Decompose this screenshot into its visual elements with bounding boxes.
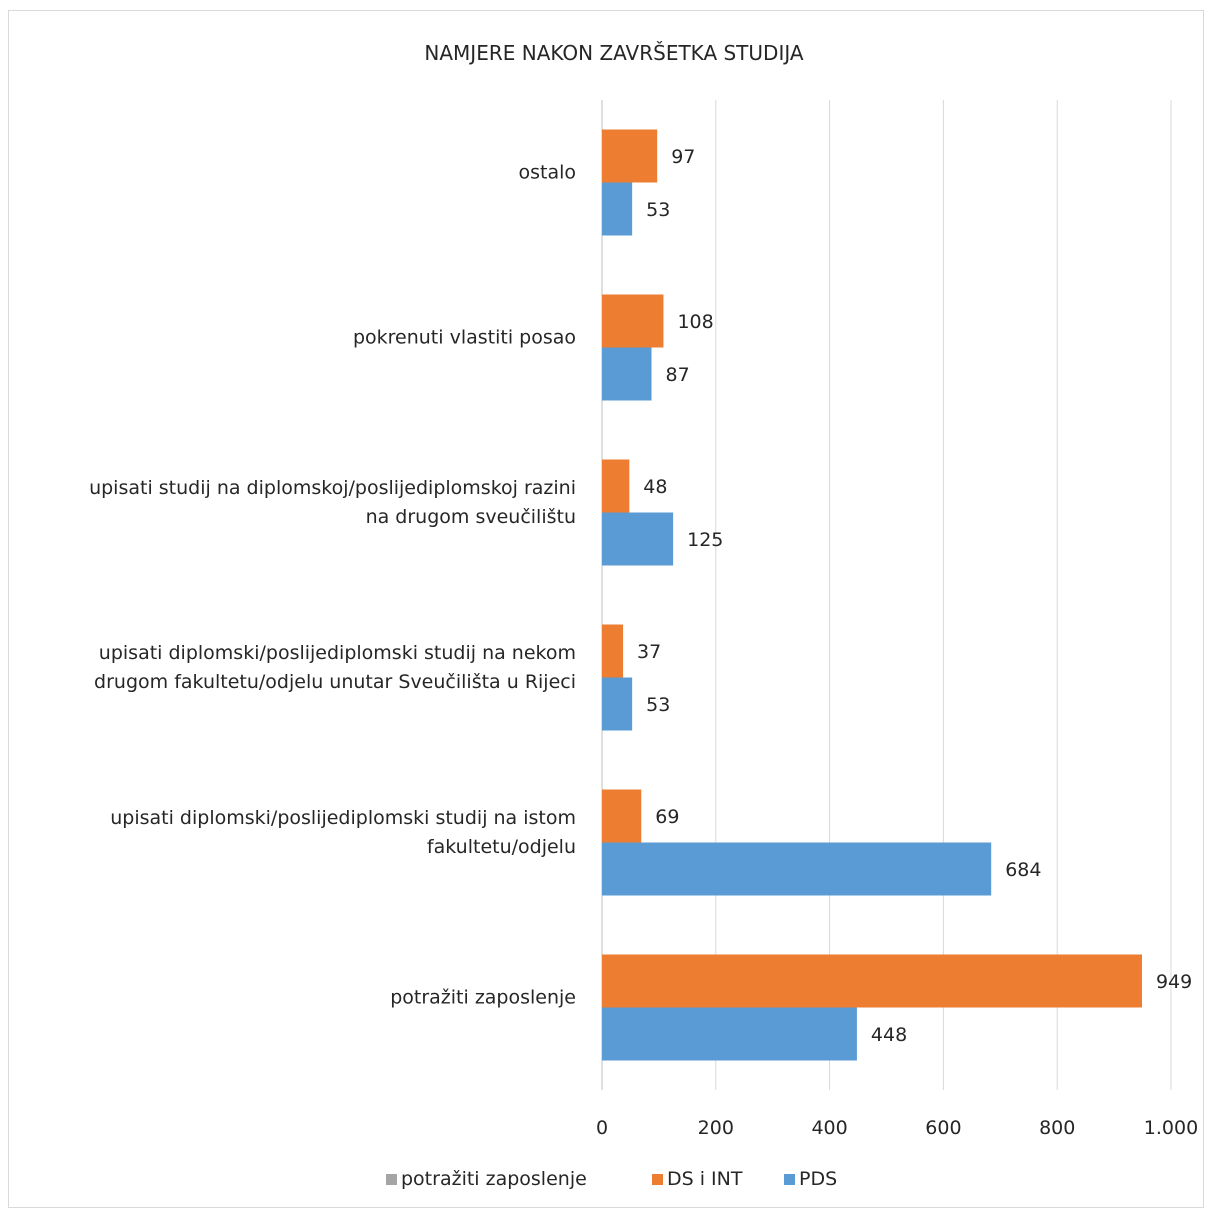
- data-label: 53: [646, 199, 670, 221]
- data-label: 53: [646, 694, 670, 716]
- x-tick-label: 600: [925, 1117, 961, 1139]
- data-label: 37: [637, 641, 661, 663]
- bar: [602, 129, 658, 183]
- x-tick-label: 400: [811, 1117, 847, 1139]
- legend-label: potražiti zaposlenje: [401, 1168, 587, 1190]
- chart-title: NAMJERE NAKON ZAVRŠETKA STUDIJA: [424, 41, 803, 65]
- category-label: ostalo: [518, 162, 576, 184]
- bar: [602, 459, 630, 513]
- legend-swatch: [386, 1174, 397, 1185]
- legend-label: DS i INT: [667, 1168, 743, 1190]
- data-label: 949: [1156, 971, 1192, 993]
- category-label: upisati studij na diplomskoj/poslijedipl…: [89, 477, 576, 499]
- category-label: na drugom sveučilištu: [366, 506, 576, 528]
- gridlines: [601, 100, 1172, 1090]
- bar: [602, 954, 1142, 1008]
- x-tick-labels: 0 200 400 600 800 1.000: [596, 1117, 1198, 1139]
- data-label: 97: [671, 146, 695, 168]
- data-label: 69: [655, 806, 679, 828]
- data-label: 48: [643, 476, 667, 498]
- bar: [602, 182, 633, 236]
- legend-label: PDS: [799, 1168, 837, 1190]
- bars: 949 448 69 684 37 53 48 125 108 87 97 53: [602, 129, 1192, 1061]
- bar: [602, 294, 664, 348]
- category-label: potražiti zaposlenje: [390, 987, 576, 1009]
- bar: [602, 677, 633, 731]
- data-label: 108: [677, 311, 713, 333]
- bar: [602, 789, 642, 843]
- data-label: 125: [687, 529, 723, 551]
- category-label: pokrenuti vlastiti posao: [353, 327, 576, 349]
- legend-swatch: [652, 1174, 663, 1185]
- data-label: 87: [666, 364, 690, 386]
- data-label: 684: [1005, 859, 1041, 881]
- category-labels: potražiti zaposlenje upisati diplomski/po…: [89, 162, 576, 1009]
- legend-swatch: [784, 1174, 795, 1185]
- category-label: fakultetu/odjelu: [427, 836, 576, 858]
- bar: [602, 512, 674, 566]
- category-label: drugom fakultetu/odjelu unutar Sveučiliš…: [94, 671, 576, 693]
- bar: [602, 347, 652, 401]
- data-label: 448: [871, 1024, 907, 1046]
- bar: [602, 842, 992, 896]
- category-label: upisati diplomski/poslijediplomski studi…: [110, 807, 576, 829]
- x-tick-label: 1.000: [1144, 1117, 1198, 1139]
- x-tick-label: 0: [596, 1117, 608, 1139]
- legend: potražiti zaposlenje DS i INT PDS: [386, 1168, 837, 1190]
- category-label: upisati diplomski/poslijediplomski studi…: [99, 642, 576, 664]
- x-tick-label: 800: [1039, 1117, 1075, 1139]
- bar: [602, 1007, 857, 1061]
- bar: [602, 624, 624, 678]
- x-tick-label: 200: [698, 1117, 734, 1139]
